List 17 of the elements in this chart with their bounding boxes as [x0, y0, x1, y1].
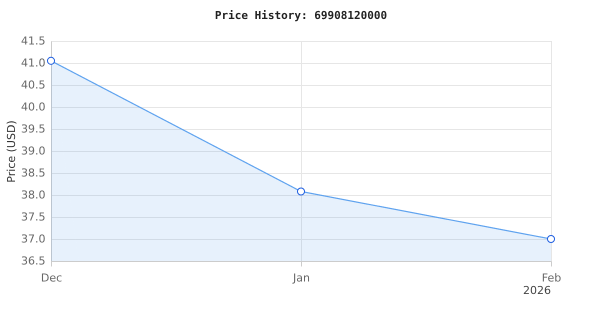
y-tick-label: 39.5: [21, 122, 46, 136]
y-tick-label: 41.0: [21, 56, 46, 70]
y-tick-label: 39.0: [21, 144, 46, 158]
y-tick-label: 41.5: [21, 34, 46, 48]
text: 2026: [523, 284, 551, 297]
y-tick-label: 38.0: [21, 188, 46, 202]
y-tick-label: 38.5: [21, 166, 46, 180]
x-tick-label: Jan: [292, 272, 310, 284]
y-axis-title: Price (USD): [5, 120, 18, 183]
y-tick-label: 40.0: [21, 100, 46, 114]
x-tick-label: Dec: [40, 272, 62, 284]
y-tick-label: 36.5: [21, 254, 46, 268]
y-tick-label: 37.5: [21, 210, 46, 224]
y-tick-label: 40.5: [21, 78, 46, 92]
x-tick-label: Feb: [542, 272, 562, 284]
chart-title: Price History: 69908120000: [214, 9, 388, 22]
y-tick-label: 37.0: [21, 232, 46, 246]
